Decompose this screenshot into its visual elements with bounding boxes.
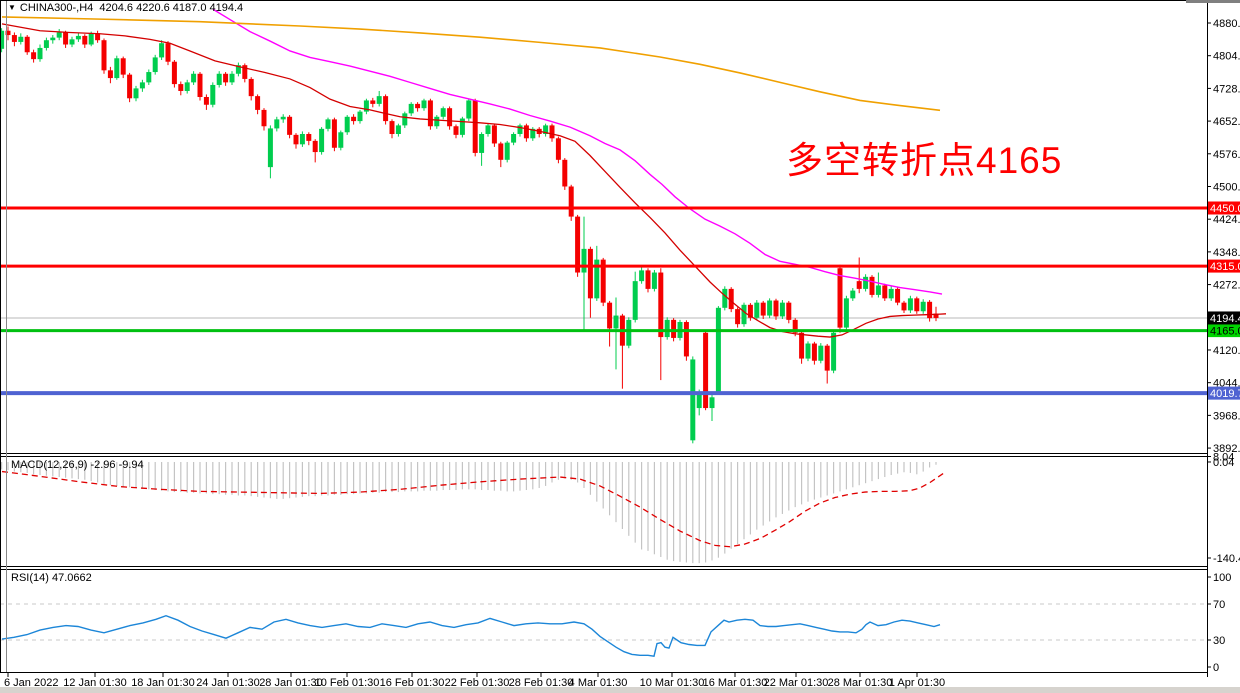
svg-text:4424.0: 4424.0 — [1213, 214, 1240, 226]
annotation-text-object[interactable]: 多空转折点4165 — [786, 140, 1063, 181]
svg-text:16 Mar 01:30: 16 Mar 01:30 — [703, 677, 768, 689]
symbol-header: ▼ CHINA300-,H4 4204.6 4220.6 4187.0 4194.… — [8, 2, 243, 14]
svg-text:28 Feb 01:30: 28 Feb 01:30 — [509, 677, 574, 689]
svg-text:4450.0: 4450.0 — [1210, 203, 1240, 215]
svg-text:-140.44: -140.44 — [1213, 553, 1240, 565]
svg-text:6 Jan 2022: 6 Jan 2022 — [4, 677, 58, 689]
svg-text:4272.0: 4272.0 — [1213, 280, 1240, 292]
macd-indicator-header: MACD(12,26,9) -2.96 -9.94 — [11, 459, 144, 471]
svg-text:4652.0: 4652.0 — [1213, 116, 1240, 128]
svg-text:4728.0: 4728.0 — [1213, 83, 1240, 95]
svg-text:4500.0: 4500.0 — [1213, 181, 1240, 193]
symbol-ohlc-text: CHINA300-,H4 4204.6 4220.6 4187.0 4194.4 — [19, 2, 244, 14]
svg-text:4019.7: 4019.7 — [1210, 388, 1240, 400]
svg-text:12 Jan 01:30: 12 Jan 01:30 — [63, 677, 127, 689]
svg-text:70: 70 — [1213, 599, 1225, 611]
svg-text:24 Jan 01:30: 24 Jan 01:30 — [196, 677, 260, 689]
macd-panel[interactable] — [1, 462, 947, 564]
chart-marker-triangle-icon: ▼ — [8, 3, 16, 12]
svg-text:3892.0: 3892.0 — [1213, 443, 1240, 455]
svg-text:4315.0: 4315.0 — [1210, 261, 1240, 273]
svg-text:0.04: 0.04 — [1213, 457, 1234, 469]
svg-text:4194.4: 4194.4 — [1210, 313, 1240, 325]
svg-text:30: 30 — [1213, 635, 1225, 647]
svg-text:4576.0: 4576.0 — [1213, 149, 1240, 161]
main-chart-plot[interactable] — [0, 8, 1207, 444]
price-scale[interactable]: 4880.0 4804.0 4728.0 4652.0 4576.0 4500.0 4424… — [1207, 18, 1240, 674]
time-scale[interactable]: 6 Jan 2022 12 Jan 01:30 18 Jan 01:30 24 Jan… — [4, 672, 945, 689]
svg-text:22 Mar 01:30: 22 Mar 01:30 — [764, 677, 829, 689]
svg-text:8.04: 8.04 — [1213, 452, 1234, 464]
svg-text:1 Apr 01:30: 1 Apr 01:30 — [889, 677, 945, 689]
svg-text:100: 100 — [1213, 572, 1231, 584]
svg-text:4165.0: 4165.0 — [1210, 326, 1240, 338]
svg-text:0: 0 — [1213, 662, 1219, 674]
svg-text:3968.0: 3968.0 — [1213, 410, 1240, 422]
svg-text:10 Feb 01:30: 10 Feb 01:30 — [315, 677, 380, 689]
svg-text:16 Feb 01:30: 16 Feb 01:30 — [380, 677, 445, 689]
svg-text:28 Mar 01:30: 28 Mar 01:30 — [828, 677, 893, 689]
svg-text:4 Mar 01:30: 4 Mar 01:30 — [569, 677, 628, 689]
rsi-indicator-header: RSI(14) 47.0662 — [11, 572, 92, 584]
svg-text:4804.0: 4804.0 — [1213, 51, 1240, 63]
svg-text:4348.0: 4348.0 — [1213, 247, 1240, 259]
svg-text:22 Feb 01:30: 22 Feb 01:30 — [445, 677, 510, 689]
svg-text:28 Jan 01:30: 28 Jan 01:30 — [259, 677, 323, 689]
svg-text:4880.0: 4880.0 — [1213, 18, 1240, 30]
svg-text:10 Mar 01:30: 10 Mar 01:30 — [640, 677, 705, 689]
svg-text:4120.0: 4120.0 — [1213, 345, 1240, 357]
svg-text:18 Jan 01:30: 18 Jan 01:30 — [131, 677, 195, 689]
rsi-panel[interactable] — [0, 603, 1207, 657]
